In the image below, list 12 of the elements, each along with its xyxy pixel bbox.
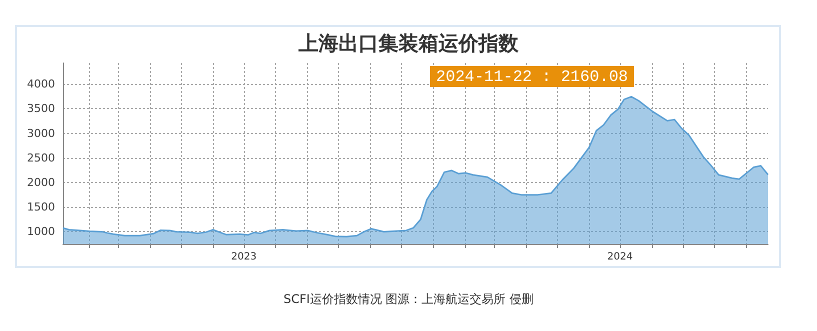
y-tick-label: 1000 [27,225,55,238]
y-tick-label: 3000 [27,126,55,140]
chart-title: 上海出口集装箱运价指数 [298,31,520,55]
y-tick-label: 4000 [27,78,55,91]
y-tick-label: 1500 [27,200,55,214]
text: SCFI运价指数情况 图源：上海航运交易所 侵删 [283,292,534,306]
x-tick-label: 2023 [231,252,257,262]
x-tick-label: 2024 [607,252,633,262]
annotation: 2024-11-22 : 2160.08 [436,68,628,86]
y-tick-label: 2000 [27,176,55,190]
y-tick-label: 2500 [27,151,55,164]
y-tick-label: 3500 [27,102,55,116]
